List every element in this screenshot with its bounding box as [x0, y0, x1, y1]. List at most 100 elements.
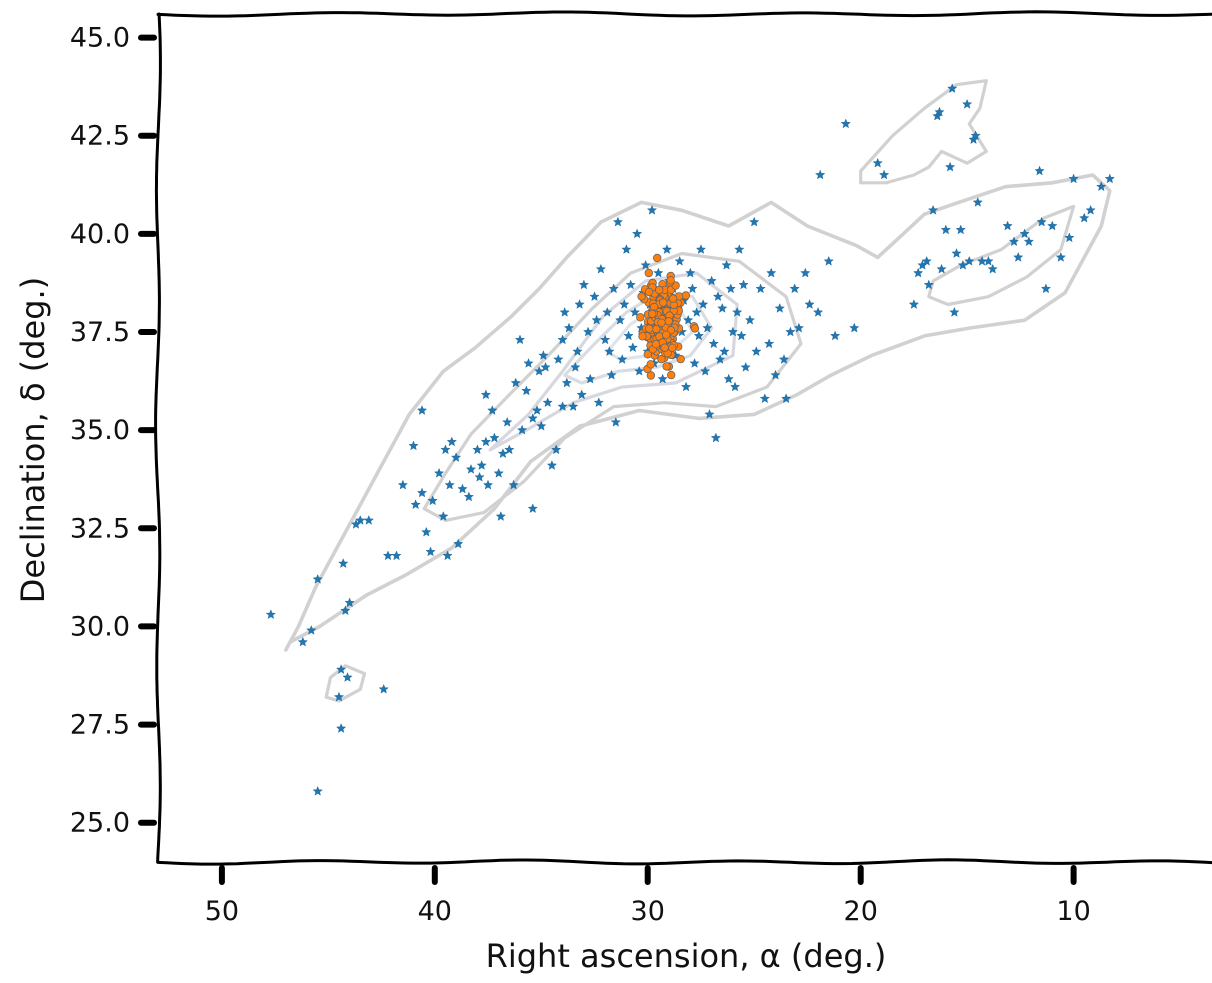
blue-star-point-150	[738, 279, 749, 290]
contour-line-8	[324, 664, 367, 703]
blue-star-point-92	[614, 314, 626, 325]
blue-star-point-180	[923, 279, 934, 290]
orange-point-65	[646, 371, 656, 380]
y-tick-label-8: 42.5	[70, 121, 130, 152]
orange-point-100	[643, 350, 652, 359]
blue-star-point-215	[1104, 173, 1115, 184]
blue-star-point-32	[446, 436, 457, 447]
blue-star-point-146	[729, 381, 741, 392]
blue-star-point-52	[510, 377, 521, 388]
blue-star-point-169	[815, 169, 826, 180]
blue-star-point-3	[306, 625, 317, 635]
blue-star-point-65	[546, 460, 558, 470]
blue-star-point-164	[789, 283, 800, 294]
density-contours	[284, 79, 1112, 703]
blue-star-point-84	[595, 263, 607, 274]
axes: 25.0 27.5 30.0 32.5 35.0 37.5 40.0 42.5 45.0 50 40…	[70, 23, 1091, 927]
blue-star-point-165	[793, 322, 805, 333]
blue-star-point-64	[542, 397, 553, 407]
blue-star-point-152	[744, 314, 756, 325]
blue-star-point-170	[823, 255, 834, 266]
blue-star-point-126	[687, 283, 698, 294]
blue-star-point-39	[474, 471, 485, 482]
blue-star-point-213	[1085, 204, 1096, 215]
blue-star-point-162	[781, 393, 792, 404]
blue-star-point-181	[927, 204, 939, 215]
blue-star-point-160	[774, 303, 785, 313]
blue-star-point-149	[736, 330, 747, 341]
blue-star-point-75	[572, 346, 583, 356]
blue-star-point-207	[1040, 283, 1052, 294]
blue-star-point-85	[600, 334, 611, 345]
blue-star-point-22	[417, 405, 428, 415]
blue-star-point-59	[531, 405, 543, 415]
blue-star-point-167	[804, 299, 815, 309]
blue-star-point-145	[727, 326, 739, 337]
orange-point-146	[637, 292, 646, 301]
contour-line-7	[859, 79, 988, 185]
blue-star-point-124	[683, 314, 694, 325]
x-tick-label-5: 10	[1056, 896, 1090, 927]
orange-point-209	[651, 340, 661, 349]
blue-star-point-63	[540, 361, 551, 372]
blue-star-point-4	[312, 573, 323, 584]
blue-star-point-82	[591, 314, 602, 325]
blue-star-point-187	[947, 83, 958, 93]
orange-point-218	[648, 309, 657, 319]
blue-star-point-77	[576, 389, 587, 400]
blue-star-point-183	[934, 106, 945, 117]
blue-star-point-175	[878, 169, 890, 180]
orange-point-185	[636, 313, 645, 322]
orange-point-151	[662, 362, 671, 371]
blue-star-point-134	[704, 409, 715, 419]
blue-star-point-1	[265, 609, 276, 619]
blue-star-point-132	[700, 365, 711, 376]
contour-line-2	[422, 251, 803, 522]
blue-star-point-11	[344, 597, 355, 608]
orange-point-126	[657, 354, 666, 364]
blue-star-point-144	[725, 283, 736, 294]
blue-star-point-186	[944, 161, 956, 172]
blue-star-point-2	[297, 636, 308, 647]
blue-star-point-72	[563, 322, 575, 333]
blue-star-point-156	[759, 393, 770, 404]
blue-star-point-48	[497, 448, 509, 459]
orange-point-94	[681, 291, 690, 300]
blue-star-point-114	[661, 244, 673, 254]
blue-star-point-210	[1064, 232, 1075, 243]
blue-star-point-97	[625, 279, 636, 290]
blue-star-point-68	[557, 334, 568, 345]
blue-star-point-58	[527, 503, 538, 513]
blue-star-point-172	[840, 118, 851, 129]
blue-star-point-93	[617, 354, 628, 364]
blue-star-point-188	[949, 307, 960, 317]
orange-point-210	[645, 324, 654, 333]
blue-star-point-66	[551, 444, 562, 455]
orange-point-205	[652, 324, 661, 334]
blue-star-point-195	[970, 130, 981, 141]
orange-point-206	[668, 294, 678, 303]
blue-star-point-91	[612, 216, 624, 227]
blue-star-point-45	[489, 432, 500, 443]
blue-star-point-69	[557, 401, 568, 411]
blue-star-point-184	[936, 263, 947, 274]
blue-star-point-81	[589, 291, 600, 301]
blue-star-point-163	[785, 326, 796, 337]
blue-star-point-130	[695, 244, 707, 254]
blue-star-point-135	[706, 275, 717, 286]
blue-star-point-54	[516, 424, 528, 435]
blue-star-point-155	[755, 283, 766, 294]
blue-star-point-34	[453, 538, 464, 549]
blue-star-point-56	[523, 358, 534, 368]
blue-star-point-57	[527, 413, 538, 423]
blue-star-point-8	[333, 691, 345, 702]
orange-point-188	[690, 324, 700, 333]
x-tick-label-1: 50	[205, 896, 239, 927]
blue-star-point-140	[717, 303, 728, 313]
orange-point-108	[646, 360, 655, 369]
blue-star-point-14	[355, 515, 366, 525]
blue-star-point-74	[570, 361, 581, 372]
blue-star-point-201	[1008, 236, 1019, 247]
blue-star-point-70	[559, 307, 570, 317]
